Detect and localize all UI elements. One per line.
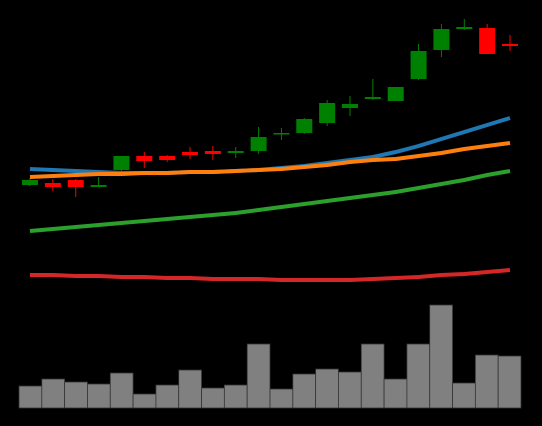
candle-body [159,156,176,160]
candle-body [90,185,107,187]
volume-bar [109,372,134,409]
volume-bar [223,384,248,409]
volume-bar [497,355,522,409]
volume-bar [383,378,408,409]
candle-body [22,180,38,185]
volume-bar [18,385,43,409]
candle-body [364,97,381,99]
volume-bar [452,382,476,409]
volume-bar [41,378,66,409]
candle-body [319,103,336,123]
volume-bar [178,369,202,409]
candle-body [250,137,267,151]
volume-bar [292,373,317,409]
volume-bar [155,384,180,409]
volume-bar [360,343,385,409]
volume-bar [64,381,88,409]
candle-body [433,29,450,50]
candle-body [136,156,153,161]
volume-bar [201,387,225,409]
volume-bar [315,368,339,409]
candle-body [273,133,290,135]
volume-bar [429,304,453,409]
moving-average-line [29,169,511,233]
candle-body [44,183,61,187]
volume-bar [269,388,294,409]
moving-average-line [29,141,511,179]
volume-bar [246,343,271,409]
candle-body [502,44,518,46]
candle-body [410,51,427,79]
candle-body [342,104,358,108]
candle-body [387,87,404,101]
volume-bar [338,371,362,409]
volume-bar [132,393,157,409]
candle-body [113,156,130,170]
candle-body [204,151,221,154]
candle-body [479,28,496,54]
candle-body [456,27,473,29]
candle-body [67,180,84,187]
volume-bar [87,383,111,409]
volume-bar [406,343,431,409]
volume-bar [474,354,499,409]
candle-body [227,151,244,153]
candle-body [296,119,313,133]
candle-body [182,152,198,155]
moving-average-line [30,268,511,282]
